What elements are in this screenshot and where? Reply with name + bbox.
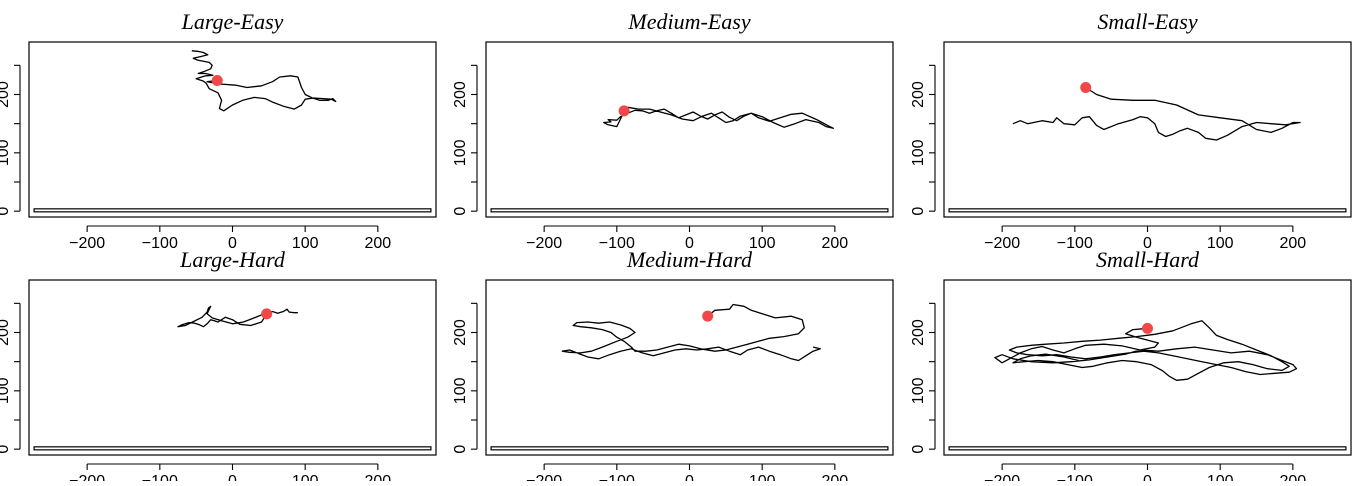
y-tick-label: 200: [910, 81, 927, 108]
y-tick-label: 0: [910, 445, 927, 454]
start-point: [618, 105, 630, 117]
panel-6: Small-Hard −200 −100 0 100 200 0 100 200: [910, 247, 1352, 486]
x-tick-label: 0: [1143, 473, 1152, 481]
y-tick-label: 0: [910, 207, 927, 216]
trajectory-line: [561, 303, 821, 362]
y-tick-label: 0: [452, 445, 469, 454]
trajectory-line: [994, 320, 1298, 381]
y-tick-label: 100: [452, 377, 469, 404]
trajectory-line: [177, 305, 298, 328]
y-tick-label: 200: [910, 319, 927, 346]
x-tick-label: 0: [228, 235, 237, 252]
plot-frame: [943, 41, 1352, 218]
panel-title: Small-Hard: [1096, 247, 1200, 272]
panel-title: Large-Hard: [179, 247, 286, 272]
plot-frame: [28, 41, 437, 218]
y-tick-label: 200: [452, 319, 469, 346]
x-tick-label: 0: [685, 473, 694, 481]
x-tick-label: 200: [822, 235, 849, 252]
y-tick-label: 100: [910, 377, 927, 404]
y-tick-label: 0: [452, 207, 469, 216]
start-point: [1080, 82, 1092, 93]
x-tick-label: 200: [822, 473, 849, 481]
x-tick-label: 0: [685, 235, 694, 252]
x-tick-label: −200: [984, 473, 1020, 481]
x-tick-label: 100: [749, 235, 776, 252]
plot-frame: [485, 41, 894, 218]
plot-frame: [943, 279, 1352, 456]
plot-frame: [485, 279, 894, 456]
y-tick-label: 100: [452, 139, 469, 166]
start-point: [1142, 322, 1153, 334]
x-tick-label: 0: [1143, 235, 1152, 252]
panel-3: Small-Easy −200 −100 0 100 200 0 100 200: [910, 9, 1352, 252]
x-tick-label: −200: [526, 473, 562, 481]
x-tick-label: −100: [1057, 235, 1093, 252]
floor-rect: [948, 208, 1347, 213]
floor-rect: [490, 208, 889, 213]
x-tick-label: −100: [1057, 473, 1093, 481]
plot-frame: [28, 279, 437, 456]
x-tick-label: 100: [1207, 235, 1234, 252]
x-tick-label: −100: [142, 473, 178, 481]
x-tick-label: 200: [1280, 235, 1307, 252]
x-tick-label: −200: [69, 473, 105, 481]
y-tick-label: 100: [910, 139, 927, 166]
panel-title: Large-Easy: [181, 9, 284, 34]
y-tick-label: 100: [0, 377, 12, 404]
floor-rect: [33, 446, 432, 451]
x-tick-label: −100: [142, 235, 178, 252]
floor-rect: [33, 208, 432, 213]
x-tick-label: −200: [984, 235, 1020, 252]
y-tick-label: 100: [0, 139, 12, 166]
x-tick-label: 0: [228, 473, 237, 481]
y-tick-label: 200: [0, 319, 12, 346]
start-point: [702, 310, 714, 322]
start-point: [211, 75, 223, 86]
y-tick-label: 0: [0, 445, 12, 454]
trajectory-line: [191, 50, 337, 112]
y-tick-label: 0: [0, 207, 12, 216]
trajectory-line: [1012, 86, 1301, 141]
x-tick-label: 200: [365, 473, 392, 481]
x-tick-label: 100: [292, 473, 319, 481]
y-tick-label: 200: [452, 81, 469, 108]
panel-title: Medium-Easy: [627, 9, 750, 34]
x-tick-label: 100: [292, 235, 319, 252]
x-tick-label: −100: [599, 473, 635, 481]
start-point: [261, 308, 273, 320]
x-tick-label: −200: [526, 235, 562, 252]
x-tick-label: 200: [365, 235, 392, 252]
x-tick-label: −100: [599, 235, 635, 252]
y-tick-label: 200: [0, 81, 12, 108]
panel-1: Large-Easy −200 −100 0 100 200 0 100 200: [0, 9, 437, 252]
panel-4: Large-Hard −200 −100 0 100 200 0 100 200: [0, 247, 437, 486]
panel-5: Medium-Hard −200 −100 0 100 200 0 100 200: [452, 247, 894, 486]
floor-rect: [490, 446, 889, 451]
x-tick-label: 200: [1280, 473, 1307, 481]
x-tick-label: −200: [69, 235, 105, 252]
panel-title: Small-Easy: [1097, 9, 1197, 34]
panel-title: Medium-Hard: [626, 247, 753, 272]
x-tick-label: 100: [1207, 473, 1234, 481]
x-tick-label: 100: [749, 473, 776, 481]
trajectory-line: [603, 106, 835, 129]
floor-rect: [948, 446, 1347, 451]
panel-2: Medium-Easy −200 −100 0 100 200 0 100 200: [452, 9, 894, 252]
